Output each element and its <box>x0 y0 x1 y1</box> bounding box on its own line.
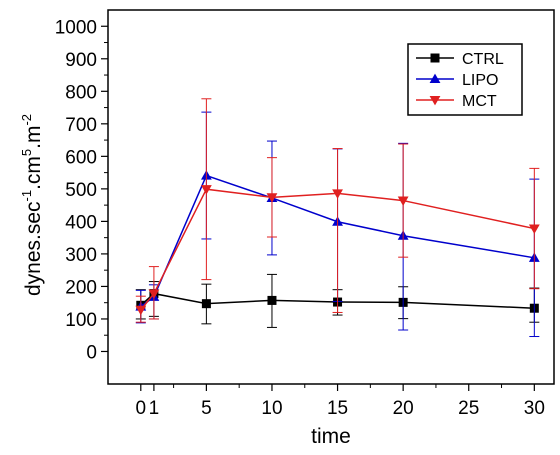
x-axis: 0 1 5 10 15 20 25 30 <box>136 384 545 419</box>
data-point <box>148 289 160 299</box>
x-tick-label: 30 <box>524 398 545 419</box>
x-tick-label: 25 <box>458 398 479 419</box>
y-axis-title-part: dynes.sec <box>22 201 45 296</box>
y-tick-label: 600 <box>65 147 97 168</box>
y-tick-label: 700 <box>65 115 97 136</box>
x-tick-label: 15 <box>327 398 348 419</box>
y-tick-label: 900 <box>65 50 97 71</box>
data-point <box>267 295 277 305</box>
legend: CTRL LIPO MCT <box>407 43 523 116</box>
legend-marker <box>429 95 441 106</box>
data-point <box>528 224 540 234</box>
y-tick-label: 400 <box>65 212 97 233</box>
x-tick-label: 10 <box>261 398 282 419</box>
x-tick-label: 20 <box>393 398 414 419</box>
plot-frame <box>107 9 555 385</box>
y-tick-label: 1000 <box>55 17 97 38</box>
y-axis: 0 100 200 300 400 500 600 700 800 900 1000 <box>55 17 108 363</box>
x-axis-title: time <box>311 425 351 448</box>
y-axis-title-part: .m <box>22 126 45 149</box>
x-tick-label: 5 <box>201 398 212 419</box>
legend-marker <box>429 73 441 84</box>
y-axis-title-superscript: -1 <box>19 190 34 202</box>
legend-label: LIPO <box>462 72 498 89</box>
y-axis-title-superscript: -2 <box>19 114 34 126</box>
data-point <box>397 196 409 206</box>
y-axis-title: dynes.sec-1.cm5.m-2 <box>19 114 45 296</box>
y-tick-label: 200 <box>65 277 97 298</box>
legend-label: MCT <box>462 93 497 110</box>
legend-label: CTRL <box>462 51 504 68</box>
data-point <box>201 299 211 309</box>
y-tick-label: 0 <box>86 342 97 363</box>
plot-border <box>107 9 555 385</box>
data-point <box>135 305 147 316</box>
x-tick-label: 0 <box>136 398 147 419</box>
series-layer <box>135 98 540 338</box>
series-mct <box>135 98 540 323</box>
data-point <box>200 185 212 195</box>
data-point <box>332 189 343 199</box>
legend-marker <box>430 53 440 63</box>
y-tick-label: 100 <box>65 310 97 331</box>
y-tick-label: 800 <box>65 82 97 103</box>
data-point <box>266 193 278 203</box>
x-tick-label: 1 <box>149 398 160 419</box>
y-axis-title-superscript: 5 <box>19 149 34 156</box>
y-axis-title-part: .cm <box>22 156 45 190</box>
y-tick-label: 500 <box>65 180 97 201</box>
y-tick-label: 300 <box>65 245 97 266</box>
